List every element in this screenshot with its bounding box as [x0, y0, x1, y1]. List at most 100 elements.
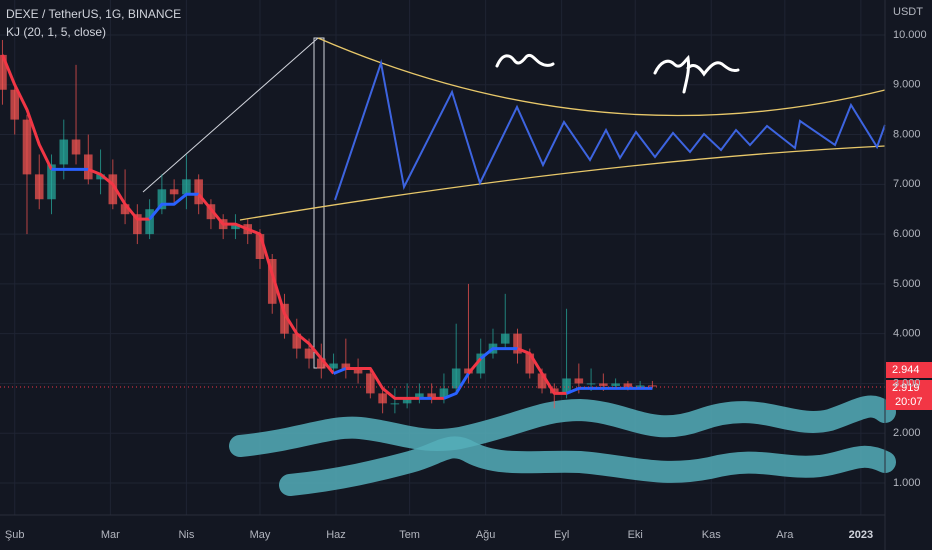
candle-body — [476, 353, 486, 374]
y-tick-label: 5.000 — [893, 278, 921, 290]
x-tick-label: Nis — [178, 529, 194, 541]
candle-body — [586, 383, 596, 385]
candle — [562, 308, 571, 399]
candle-body — [427, 393, 436, 399]
kj-line — [516, 347, 567, 395]
candle-body — [562, 378, 571, 394]
candle-body — [34, 174, 44, 200]
candle-body — [108, 174, 118, 205]
x-tick-label: Ağu — [476, 529, 496, 541]
candle-body — [402, 398, 412, 404]
candle-body — [255, 234, 265, 259]
y-tick-label: 7.000 — [893, 178, 921, 190]
candle-body — [96, 174, 105, 180]
candle-body — [623, 383, 633, 387]
candle — [47, 154, 56, 215]
x-tick-label: Tem — [399, 529, 420, 541]
candle-body — [22, 119, 32, 175]
candle-body — [317, 358, 326, 369]
candle-body — [415, 393, 424, 399]
countdown: 20:07 — [895, 396, 923, 408]
candle-body — [537, 373, 547, 389]
candle-body — [47, 164, 56, 200]
candle-body — [378, 393, 387, 404]
candle — [10, 84, 20, 135]
wave-stroke — [229, 395, 896, 457]
candle — [267, 254, 277, 314]
mark-price: 2.919 — [892, 382, 920, 394]
candle-body — [157, 189, 167, 210]
candle-body — [120, 204, 130, 215]
candle-body — [635, 385, 645, 387]
y-tick-label: 2.000 — [893, 427, 921, 439]
kj-line — [479, 347, 518, 360]
y-tick-label: 10.000 — [893, 29, 927, 41]
candle-body — [169, 189, 179, 195]
scribble — [495, 53, 555, 68]
trend-line — [142, 37, 319, 193]
candle-body — [390, 403, 400, 405]
x-tick-label: Şub — [5, 529, 25, 541]
kj-line — [332, 367, 347, 375]
candle — [427, 383, 436, 404]
y-tick-label: 6.000 — [893, 228, 921, 240]
candle-body — [182, 179, 191, 195]
candle — [402, 383, 412, 409]
candle — [206, 199, 216, 230]
kj-line — [565, 386, 653, 395]
candle-body — [59, 139, 69, 165]
y-tick-label: 4.000 — [893, 328, 921, 340]
candle — [84, 134, 93, 185]
candle-body — [145, 209, 154, 235]
x-tick-label: Haz — [326, 529, 346, 541]
candle-body — [366, 373, 375, 394]
candle-body — [231, 224, 240, 230]
price-box — [886, 380, 932, 410]
kj-line — [1, 54, 53, 171]
candle — [513, 328, 522, 364]
kj-line — [87, 168, 150, 221]
candle-body — [84, 154, 93, 180]
candle — [378, 388, 387, 414]
candle — [133, 204, 142, 245]
candle — [120, 169, 130, 225]
candle — [96, 149, 105, 195]
y-tick-label: 3.000 — [893, 377, 921, 389]
candle-body — [341, 363, 351, 369]
candle — [34, 154, 44, 210]
wave-stroke — [279, 436, 896, 496]
drawings — [142, 37, 896, 496]
y-tick-label: 9.000 — [893, 79, 921, 91]
grid — [0, 0, 885, 515]
candle-body — [304, 348, 314, 359]
candle — [157, 174, 167, 215]
candle-body — [500, 333, 510, 344]
x-tick-label: Eyl — [554, 529, 569, 541]
candle-body — [525, 353, 535, 374]
last-price: 2.944 — [892, 364, 920, 376]
kj-line — [467, 357, 482, 375]
chart-title: DEXE / TetherUS, 1G, BINANCE — [6, 7, 181, 21]
candle-body — [10, 89, 20, 120]
candle-body — [0, 54, 7, 90]
candle-body — [329, 363, 338, 369]
candle — [415, 383, 424, 404]
kj-line — [443, 372, 470, 400]
candle — [500, 293, 510, 349]
candle-body — [292, 333, 302, 349]
x-tick-label: Kas — [702, 529, 721, 541]
candle — [317, 343, 326, 379]
y-tick-label: 1.000 — [893, 477, 921, 489]
candle-body — [513, 333, 522, 354]
candle-body — [574, 378, 584, 384]
candle-body — [71, 139, 81, 155]
candle — [451, 323, 461, 394]
candle-body — [611, 383, 620, 386]
x-tick-label: Mar — [101, 529, 120, 541]
x-tick-label: Eki — [628, 529, 643, 541]
candle-body — [194, 179, 203, 205]
candle — [366, 368, 375, 399]
x-tick-label: Ara — [776, 529, 794, 541]
candle — [71, 64, 81, 165]
